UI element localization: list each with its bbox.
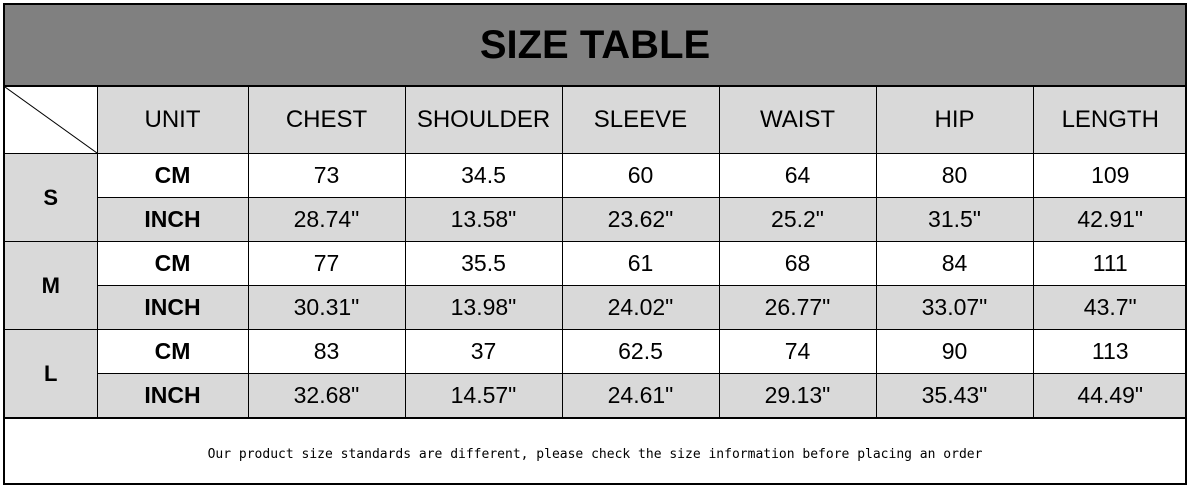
header-cell-hip: HIP <box>875 86 1034 154</box>
unit-cell: INCH <box>97 285 249 330</box>
header-cell-chest: CHEST <box>247 86 406 154</box>
value-cell-sleeve: 23.62" <box>561 197 720 242</box>
value-cell-hip: 90 <box>875 329 1034 374</box>
size-label: L <box>5 329 98 418</box>
value-cell-sleeve: 24.02" <box>561 285 720 330</box>
value-cell-waist: 74 <box>718 329 877 374</box>
value-cell-length: 42.91" <box>1032 197 1185 242</box>
table-row: S CM 73 34.5 60 64 80 109 <box>5 153 1185 242</box>
value-cell-shoulder: 13.58" <box>404 197 563 242</box>
value-cell-shoulder: 37 <box>404 329 563 374</box>
value-cell-hip: 31.5" <box>875 197 1034 242</box>
diagonal-line-icon <box>5 87 97 153</box>
value-cell-chest: 30.31" <box>247 285 406 330</box>
value-cell-sleeve: 60 <box>561 153 720 198</box>
header-cell-waist: WAIST <box>718 86 877 154</box>
footer-note: Our product size standards are different… <box>5 418 1185 483</box>
table-row: M CM 77 35.5 61 68 84 111 <box>5 241 1185 330</box>
size-label: M <box>5 241 98 330</box>
value-cell-hip: 84 <box>875 241 1034 286</box>
value-cell-sleeve: 62.5 <box>561 329 720 374</box>
unit-cell: INCH <box>97 197 249 242</box>
value-cell-length: 113 <box>1032 329 1185 374</box>
value-cell-waist: 26.77" <box>718 285 877 330</box>
value-cell-shoulder: 13.98" <box>404 285 563 330</box>
value-cell-length: 44.49" <box>1032 373 1185 418</box>
table-row: INCH 32.68" 14.57" 24.61" 29.13" 35.43" 44.49" <box>5 373 1185 418</box>
header-cell-shoulder: SHOULDER <box>404 86 563 154</box>
table-row: INCH 30.31" 13.98" 24.02" 26.77" 33.07" 43.7" <box>5 285 1185 330</box>
value-cell-chest: 73 <box>247 153 406 198</box>
value-cell-sleeve: 24.61" <box>561 373 720 418</box>
value-cell-waist: 64 <box>718 153 877 198</box>
value-cell-hip: 35.43" <box>875 373 1034 418</box>
header-cell-unit: UNIT <box>96 86 249 154</box>
value-cell-waist: 25.2" <box>718 197 877 242</box>
value-cell-chest: 83 <box>247 329 406 374</box>
unit-cell: CM <box>96 329 249 374</box>
value-cell-length: 111 <box>1032 241 1185 286</box>
table-row: INCH 28.74" 13.58" 23.62" 25.2" 31.5" 42.91" <box>5 197 1185 242</box>
size-table-sheet: SIZE TABLE UNIT CHEST SHOULDER SLEEVE WAIST H… <box>3 3 1187 485</box>
value-cell-chest: 77 <box>247 241 406 286</box>
value-cell-shoulder: 34.5 <box>404 153 563 198</box>
header-row: UNIT CHEST SHOULDER SLEEVE WAIST HIP LENGTH <box>5 86 1185 154</box>
table-row: L CM 83 37 62.5 74 90 113 <box>5 329 1185 418</box>
unit-cell: CM <box>96 153 249 198</box>
value-cell-waist: 29.13" <box>718 373 877 418</box>
value-cell-waist: 68 <box>718 241 877 286</box>
corner-cell <box>5 86 98 154</box>
value-cell-hip: 33.07" <box>875 285 1034 330</box>
value-cell-chest: 28.74" <box>247 197 406 242</box>
value-cell-shoulder: 14.57" <box>404 373 563 418</box>
unit-cell: INCH <box>97 373 249 418</box>
unit-cell: CM <box>96 241 249 286</box>
table-title: SIZE TABLE <box>5 5 1185 86</box>
value-cell-hip: 80 <box>875 153 1034 198</box>
value-cell-length: 43.7" <box>1032 285 1185 330</box>
value-cell-chest: 32.68" <box>247 373 406 418</box>
value-cell-length: 109 <box>1032 153 1185 198</box>
value-cell-shoulder: 35.5 <box>404 241 563 286</box>
header-cell-sleeve: SLEEVE <box>561 86 720 154</box>
value-cell-sleeve: 61 <box>561 241 720 286</box>
header-cell-length: LENGTH <box>1032 86 1185 154</box>
size-label: S <box>5 153 98 242</box>
